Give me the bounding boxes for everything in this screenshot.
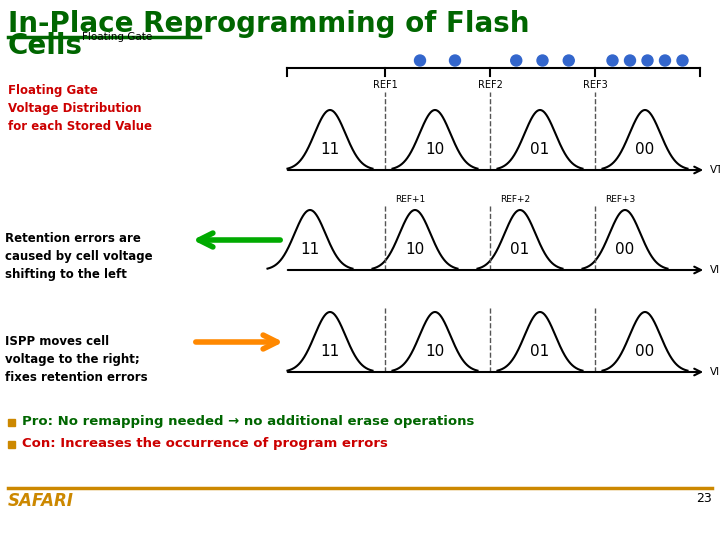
Circle shape bbox=[642, 55, 653, 66]
Circle shape bbox=[415, 55, 426, 66]
Circle shape bbox=[563, 55, 575, 66]
Text: ISPP moves cell
voltage to the right;
fixes retention errors: ISPP moves cell voltage to the right; fi… bbox=[5, 335, 148, 384]
Text: Cells: Cells bbox=[8, 32, 83, 60]
Bar bbox=[8, 441, 15, 448]
Text: 10: 10 bbox=[426, 143, 445, 158]
Text: 11: 11 bbox=[320, 143, 340, 158]
Text: In-Place Reprogramming of Flash: In-Place Reprogramming of Flash bbox=[8, 10, 529, 38]
Text: VI: VI bbox=[710, 367, 720, 377]
Text: Con: Increases the occurrence of program errors: Con: Increases the occurrence of program… bbox=[22, 437, 388, 450]
Circle shape bbox=[660, 55, 670, 66]
Circle shape bbox=[607, 55, 618, 66]
Text: VI: VI bbox=[710, 265, 720, 275]
Text: 00: 00 bbox=[616, 242, 634, 258]
Text: REF+3: REF+3 bbox=[605, 195, 635, 204]
Circle shape bbox=[510, 55, 522, 66]
Text: 01: 01 bbox=[531, 143, 549, 158]
Text: 01: 01 bbox=[531, 345, 549, 360]
Text: REF+2: REF+2 bbox=[500, 195, 530, 204]
Text: Floating Gate
Voltage Distribution
for each Stored Value: Floating Gate Voltage Distribution for e… bbox=[8, 84, 152, 133]
Text: REF+1: REF+1 bbox=[395, 195, 426, 204]
Circle shape bbox=[624, 55, 636, 66]
Text: 11: 11 bbox=[300, 242, 320, 258]
Text: 00: 00 bbox=[635, 143, 654, 158]
Text: 01: 01 bbox=[510, 242, 530, 258]
Circle shape bbox=[537, 55, 548, 66]
Text: Pro: No remapping needed → no additional erase operations: Pro: No remapping needed → no additional… bbox=[22, 415, 474, 429]
Text: Retention errors are
caused by cell voltage
shifting to the left: Retention errors are caused by cell volt… bbox=[5, 232, 153, 281]
Bar bbox=[8, 419, 15, 426]
Text: SAFARI: SAFARI bbox=[8, 492, 74, 510]
Text: 11: 11 bbox=[320, 345, 340, 360]
Text: 00: 00 bbox=[635, 345, 654, 360]
Text: REF2: REF2 bbox=[477, 80, 503, 90]
Text: Floating Gate: Floating Gate bbox=[82, 32, 152, 42]
Circle shape bbox=[677, 55, 688, 66]
Text: 23: 23 bbox=[696, 492, 712, 505]
Text: VT: VT bbox=[710, 165, 720, 175]
Text: 10: 10 bbox=[426, 345, 445, 360]
Text: REF3: REF3 bbox=[582, 80, 608, 90]
Text: 10: 10 bbox=[405, 242, 425, 258]
Circle shape bbox=[449, 55, 461, 66]
Text: REF1: REF1 bbox=[373, 80, 397, 90]
